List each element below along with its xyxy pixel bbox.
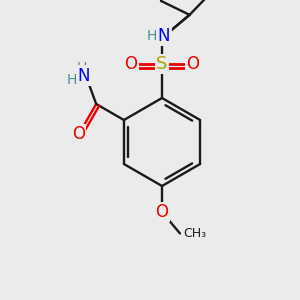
Text: O: O xyxy=(124,55,137,73)
Text: H: H xyxy=(67,73,77,87)
Text: H: H xyxy=(147,29,157,43)
Text: O: O xyxy=(187,55,200,73)
Text: S: S xyxy=(156,55,168,73)
Text: CH₃: CH₃ xyxy=(183,227,206,240)
Text: N: N xyxy=(158,27,170,45)
Text: O: O xyxy=(155,203,169,221)
Text: N: N xyxy=(78,67,90,85)
Text: O: O xyxy=(72,125,85,143)
Text: H: H xyxy=(77,61,87,75)
